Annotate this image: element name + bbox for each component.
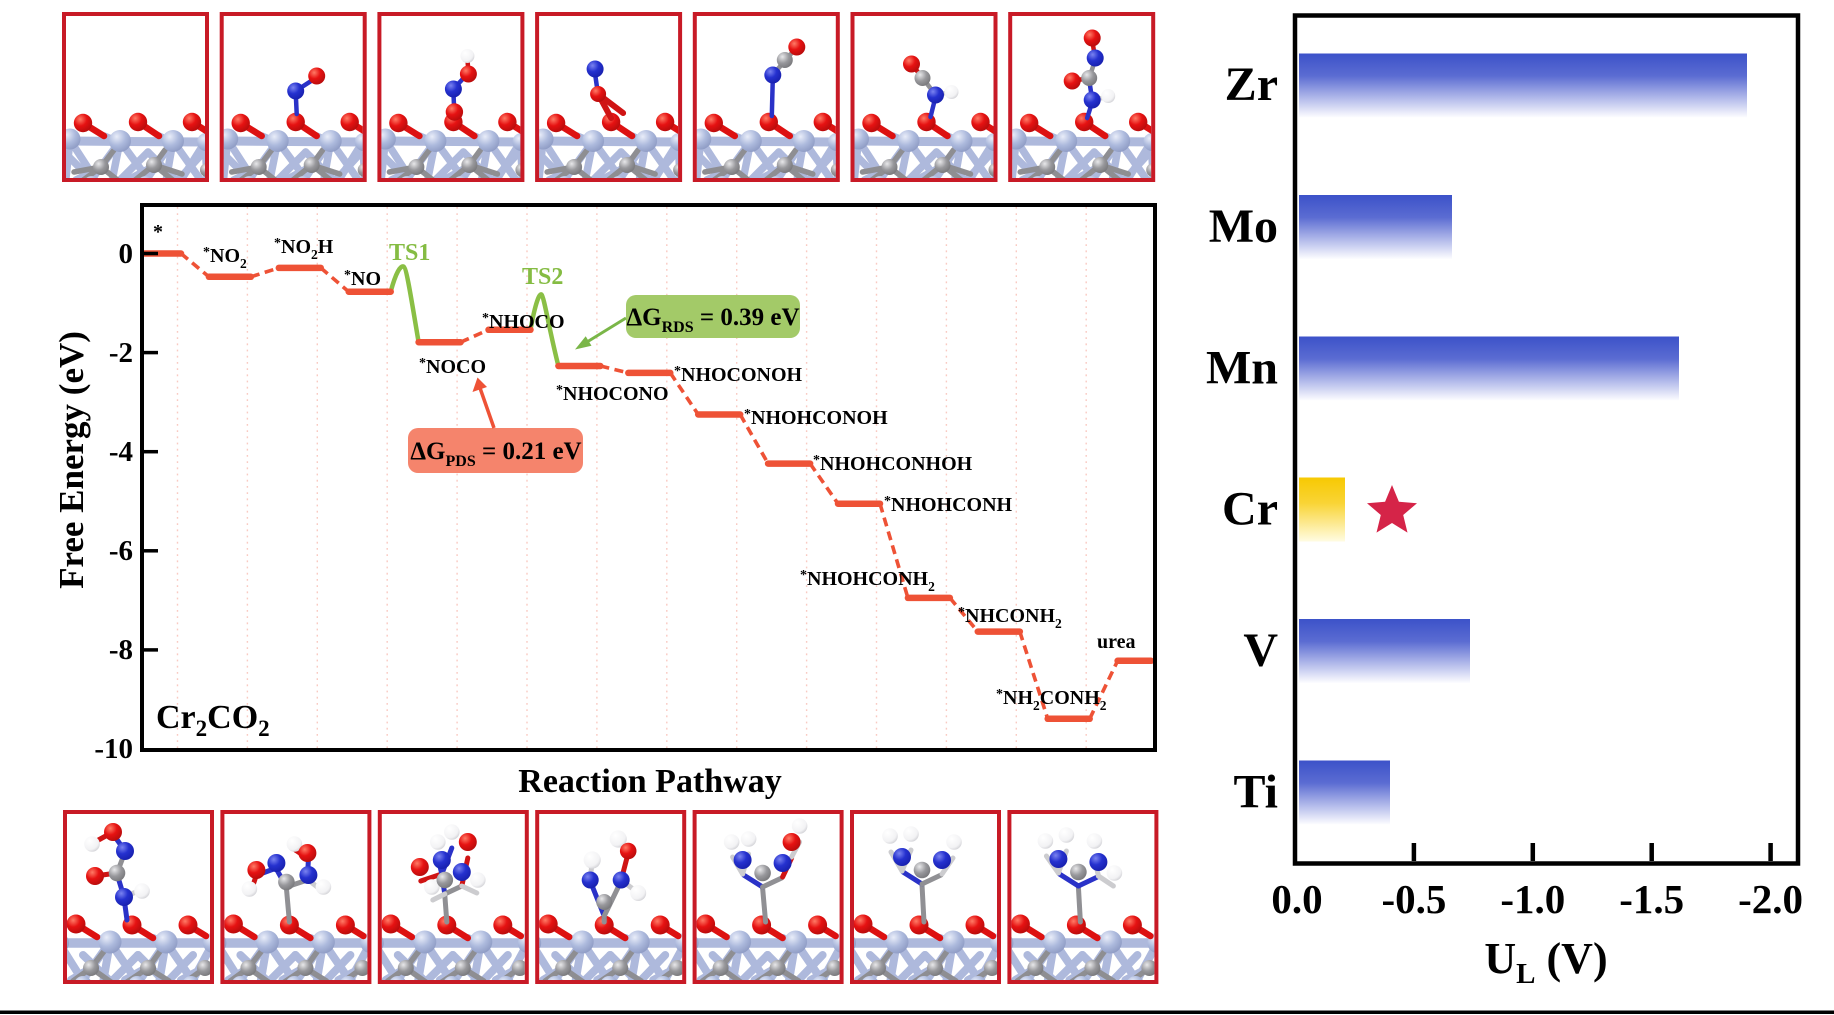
svg-text:Cr: Cr	[1222, 483, 1278, 536]
svg-text:-6: -6	[109, 535, 133, 567]
svg-text:UL (V): UL (V)	[1484, 934, 1607, 990]
svg-text:*NHOCONOH: *NHOCONOH	[674, 364, 803, 386]
svg-text:0.0: 0.0	[1271, 876, 1322, 922]
svg-text:TS1: TS1	[389, 240, 430, 266]
svg-text:-1.0: -1.0	[1500, 876, 1565, 922]
svg-text:*NOCO: *NOCO	[419, 356, 486, 378]
svg-text:Cr2CO2: Cr2CO2	[156, 699, 270, 741]
svg-text:-2.0: -2.0	[1738, 876, 1803, 922]
svg-text:*NHOHCONOH: *NHOHCONOH	[744, 407, 888, 429]
svg-text:-1.5: -1.5	[1619, 876, 1684, 922]
svg-text:ΔGRDS = 0.39 eV: ΔGRDS = 0.39 eV	[626, 304, 799, 336]
svg-text:*NHCONH2: *NHCONH2	[958, 605, 1062, 631]
svg-text:Mn: Mn	[1206, 342, 1278, 395]
svg-text:Zr: Zr	[1225, 58, 1278, 111]
svg-text:TS2: TS2	[522, 264, 563, 290]
svg-text:-2: -2	[109, 337, 133, 369]
svg-text:-4: -4	[109, 436, 133, 468]
svg-text:Mo: Mo	[1209, 200, 1278, 253]
svg-text:*: *	[153, 221, 163, 243]
svg-text:*NO2H: *NO2H	[274, 236, 334, 262]
svg-text:0: 0	[119, 238, 134, 270]
svg-text:V: V	[1243, 624, 1278, 677]
svg-text:*NHOCO: *NHOCO	[482, 311, 565, 333]
svg-text:-10: -10	[94, 733, 133, 765]
svg-text:*NO2: *NO2	[203, 245, 247, 271]
svg-text:Free Energy (eV): Free Energy (eV)	[52, 331, 91, 589]
svg-text:-0.5: -0.5	[1381, 876, 1446, 922]
svg-text:*NH2CONH2: *NH2CONH2	[996, 687, 1107, 713]
svg-text:ΔGPDS = 0.21 eV: ΔGPDS = 0.21 eV	[410, 438, 581, 470]
svg-text:-8: -8	[109, 634, 133, 666]
svg-text:*NHOCONO: *NHOCONO	[556, 383, 669, 405]
svg-text:*NO: *NO	[344, 268, 381, 290]
svg-text:Reaction Pathway: Reaction Pathway	[518, 763, 781, 800]
svg-text:*NHOHCONH: *NHOHCONH	[884, 494, 1013, 516]
svg-text:*NHOHCONHOH: *NHOHCONHOH	[813, 453, 973, 475]
svg-text:*NHOHCONH2: *NHOHCONH2	[800, 568, 935, 594]
svg-text:urea: urea	[1097, 631, 1136, 653]
svg-text:Ti: Ti	[1234, 766, 1278, 819]
